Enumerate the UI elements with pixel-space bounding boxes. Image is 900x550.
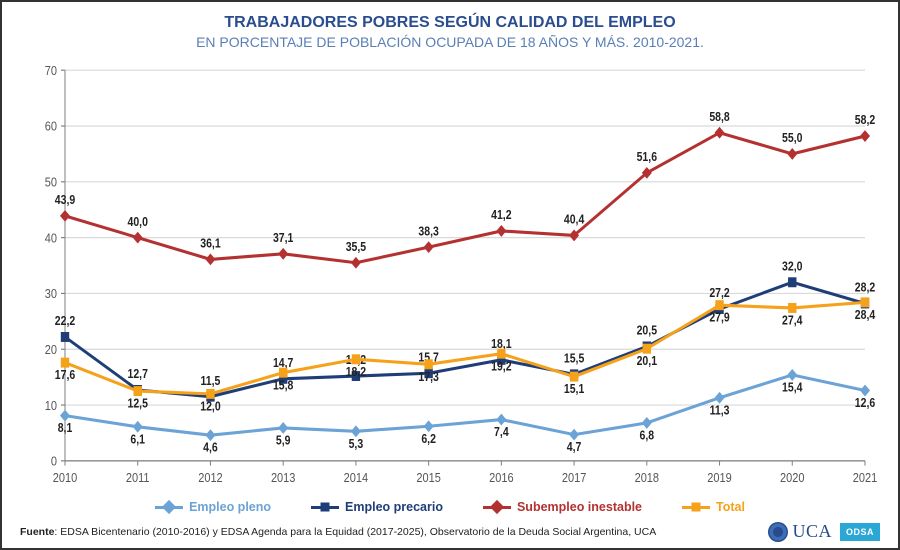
svg-text:19,2: 19,2: [491, 361, 511, 374]
svg-text:2015: 2015: [416, 470, 441, 485]
svg-text:36,1: 36,1: [200, 238, 221, 251]
svg-text:2021: 2021: [853, 470, 878, 485]
svg-text:20: 20: [45, 342, 58, 357]
source-label: Fuente: [20, 526, 54, 538]
svg-text:15,8: 15,8: [273, 380, 294, 393]
svg-text:11,3: 11,3: [710, 405, 730, 418]
svg-text:41,2: 41,2: [491, 209, 511, 222]
svg-text:4,6: 4,6: [203, 442, 218, 455]
legend-label: Empleo precario: [345, 500, 443, 514]
svg-text:15,5: 15,5: [564, 353, 585, 366]
svg-text:12,5: 12,5: [128, 398, 149, 411]
svg-text:58,2: 58,2: [855, 114, 875, 127]
legend-swatch: [682, 506, 710, 509]
svg-text:32,0: 32,0: [782, 261, 802, 274]
chart-title: TRABAJADORES POBRES SEGÚN CALIDAD DEL EM…: [20, 14, 880, 32]
svg-text:2020: 2020: [780, 470, 805, 485]
plot-area: 0 10 20 30 40 50 60 70 2010 2011 2012 2013 2014 2015 2…: [20, 56, 880, 494]
chart-source: Fuente: EDSA Bicentenario (2010-2016) y …: [20, 522, 880, 540]
uca-emblem-icon: [768, 522, 788, 542]
legend-item: Empleo pleno: [155, 500, 271, 514]
svg-text:15,4: 15,4: [782, 382, 803, 395]
svg-text:40: 40: [45, 230, 58, 245]
svg-text:20,1: 20,1: [637, 356, 658, 369]
chart-titles: TRABAJADORES POBRES SEGÚN CALIDAD DEL EM…: [20, 14, 880, 50]
svg-text:27,2: 27,2: [709, 287, 729, 300]
svg-text:40,4: 40,4: [564, 214, 585, 227]
svg-text:2010: 2010: [53, 470, 78, 485]
svg-text:6,8: 6,8: [640, 430, 655, 443]
svg-text:7,4: 7,4: [494, 426, 509, 439]
svg-text:5,3: 5,3: [349, 438, 364, 451]
svg-text:6,2: 6,2: [421, 433, 436, 446]
svg-text:20,5: 20,5: [637, 325, 658, 338]
odsa-badge: ODSA: [840, 523, 880, 541]
footer-logos: UCA ODSA: [768, 521, 880, 542]
svg-text:51,6: 51,6: [637, 151, 657, 164]
svg-text:2017: 2017: [562, 470, 587, 485]
svg-text:15,1: 15,1: [564, 383, 585, 396]
svg-text:2018: 2018: [635, 470, 660, 485]
svg-text:17,6: 17,6: [55, 369, 75, 382]
svg-text:17,3: 17,3: [418, 371, 438, 384]
svg-text:28,4: 28,4: [855, 309, 876, 322]
svg-text:27,4: 27,4: [782, 315, 803, 328]
svg-text:11,5: 11,5: [201, 375, 221, 388]
legend-label: Empleo pleno: [189, 500, 271, 514]
svg-text:22,2: 22,2: [55, 315, 75, 328]
uca-text: UCA: [792, 521, 832, 542]
legend-label: Subempleo inestable: [517, 500, 642, 514]
svg-text:43,9: 43,9: [55, 194, 75, 207]
svg-text:0: 0: [51, 454, 57, 469]
svg-text:12,6: 12,6: [855, 397, 875, 410]
legend-swatch: [155, 506, 183, 509]
svg-text:2011: 2011: [126, 470, 150, 485]
svg-text:18,2: 18,2: [346, 366, 366, 379]
chart-subtitle: EN PORCENTAJE DE POBLACIÓN OCUPADA DE 18…: [20, 34, 880, 50]
legend-item: Empleo precario: [311, 500, 443, 514]
chart-legend: Empleo pleno Empleo precario Subempleo ine…: [20, 500, 880, 514]
svg-text:37,1: 37,1: [273, 232, 294, 245]
svg-text:4,7: 4,7: [567, 441, 582, 454]
svg-text:58,8: 58,8: [709, 111, 730, 124]
svg-text:35,5: 35,5: [346, 241, 367, 254]
svg-text:50: 50: [45, 175, 58, 190]
source-text: : EDSA Bicentenario (2010-2016) y EDSA A…: [54, 526, 656, 538]
svg-text:2019: 2019: [707, 470, 732, 485]
svg-text:5,9: 5,9: [276, 435, 291, 448]
svg-text:55,0: 55,0: [782, 132, 802, 145]
legend-item: Total: [682, 500, 745, 514]
svg-text:12,0: 12,0: [200, 401, 220, 414]
svg-text:8,1: 8,1: [58, 423, 73, 436]
uca-logo: UCA: [768, 521, 832, 542]
svg-text:60: 60: [45, 119, 58, 134]
svg-text:2016: 2016: [489, 470, 514, 485]
svg-text:2014: 2014: [344, 470, 369, 485]
svg-text:28,2: 28,2: [855, 282, 875, 295]
legend-item: Subempleo inestable: [483, 500, 642, 514]
svg-text:40,0: 40,0: [128, 216, 148, 229]
legend-label: Total: [716, 500, 745, 514]
svg-text:12,7: 12,7: [128, 368, 148, 381]
svg-text:30: 30: [45, 286, 58, 301]
svg-text:2013: 2013: [271, 470, 296, 485]
svg-text:70: 70: [45, 63, 58, 78]
legend-swatch: [311, 506, 339, 509]
svg-text:27,9: 27,9: [709, 312, 729, 325]
svg-text:6,1: 6,1: [130, 434, 145, 447]
svg-text:10: 10: [45, 398, 58, 413]
svg-text:38,3: 38,3: [418, 226, 438, 239]
legend-swatch: [483, 506, 511, 509]
svg-text:2012: 2012: [198, 470, 223, 485]
